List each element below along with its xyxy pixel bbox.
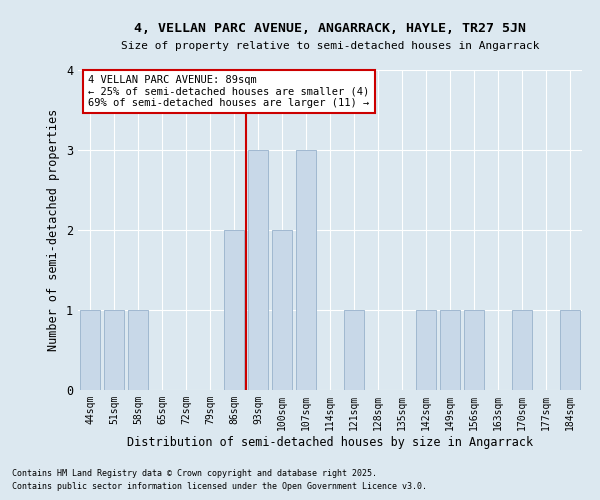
Bar: [512, 310, 532, 390]
Bar: [344, 310, 364, 390]
Text: 4, VELLAN PARC AVENUE, ANGARRACK, HAYLE, TR27 5JN: 4, VELLAN PARC AVENUE, ANGARRACK, HAYLE,…: [134, 22, 526, 36]
Text: Size of property relative to semi-detached houses in Angarrack: Size of property relative to semi-detach…: [121, 41, 539, 51]
Bar: [248, 150, 268, 390]
Bar: [296, 150, 316, 390]
Bar: [464, 310, 484, 390]
Text: 4 VELLAN PARC AVENUE: 89sqm
← 25% of semi-detached houses are smaller (4)
69% of: 4 VELLAN PARC AVENUE: 89sqm ← 25% of sem…: [88, 75, 370, 108]
Text: Contains HM Land Registry data © Crown copyright and database right 2025.: Contains HM Land Registry data © Crown c…: [12, 468, 377, 477]
Bar: [104, 310, 124, 390]
Bar: [224, 230, 244, 390]
X-axis label: Distribution of semi-detached houses by size in Angarrack: Distribution of semi-detached houses by …: [127, 436, 533, 448]
Bar: [416, 310, 436, 390]
Text: Contains public sector information licensed under the Open Government Licence v3: Contains public sector information licen…: [12, 482, 427, 491]
Bar: [272, 230, 292, 390]
Bar: [128, 310, 148, 390]
Bar: [440, 310, 460, 390]
Bar: [80, 310, 100, 390]
Bar: [560, 310, 580, 390]
Y-axis label: Number of semi-detached properties: Number of semi-detached properties: [47, 109, 61, 351]
